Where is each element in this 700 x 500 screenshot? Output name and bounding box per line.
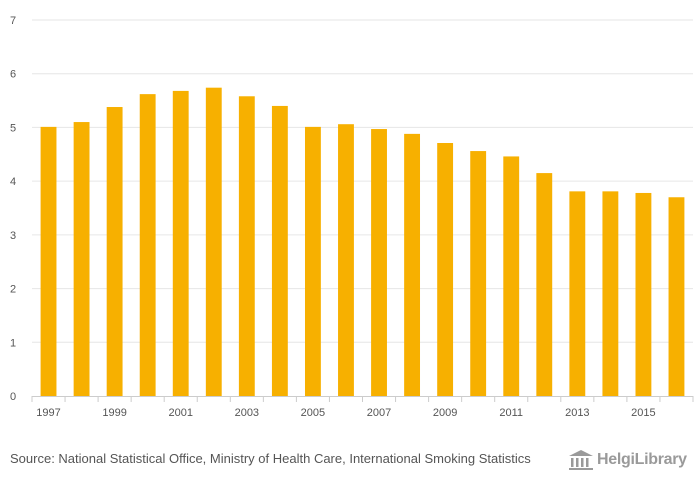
x-axis-tick-labels: 1997 1999 2001 2003 2005 2007 2009 2011 2013 2015 (36, 407, 655, 419)
source-note: Source: National Statistical Office, Min… (10, 451, 531, 466)
bar (503, 156, 520, 396)
bar (271, 105, 288, 396)
bar-chart: 0 1 2 3 4 5 6 7 1997 1999 2001 2003 2005 2007 2009 201… (10, 15, 694, 419)
bar (40, 126, 57, 397)
bar (536, 173, 553, 396)
bar (602, 191, 619, 396)
x-axis (31, 396, 694, 402)
y-tick-label: 6 (10, 69, 16, 81)
y-tick-label: 0 (10, 391, 16, 403)
bar (139, 94, 156, 396)
bar (338, 124, 354, 396)
y-tick-label: 5 (10, 122, 16, 134)
x-tick-label: 2003 (235, 407, 259, 419)
x-tick-label: 2007 (367, 407, 391, 419)
y-tick-label: 4 (10, 176, 16, 188)
bar (404, 133, 421, 397)
x-tick-label: 2015 (631, 407, 655, 419)
logo-text: HelgiLibrary (597, 451, 687, 468)
bar (304, 126, 321, 397)
bar (470, 151, 487, 396)
x-tick-label: 2001 (168, 407, 192, 419)
bar (668, 197, 685, 396)
grid-lines (32, 19, 693, 343)
bar (635, 192, 652, 396)
y-tick-label: 3 (10, 230, 16, 242)
bar (569, 191, 586, 396)
x-tick-label: 1999 (102, 407, 126, 419)
bar (106, 107, 123, 396)
bar (238, 96, 255, 396)
y-tick-label: 1 (10, 337, 16, 349)
x-tick-label: 2011 (499, 407, 523, 419)
bar (371, 129, 387, 397)
bar (437, 143, 454, 396)
x-tick-label: 1997 (36, 407, 60, 419)
x-tick-label: 2013 (565, 407, 589, 419)
y-axis-tick-labels: 0 1 2 3 4 5 6 7 (10, 15, 16, 403)
x-tick-label: 2009 (433, 407, 457, 419)
y-tick-label: 2 (10, 284, 16, 296)
y-tick-label: 7 (10, 15, 16, 27)
library-building-icon (569, 450, 593, 470)
bar (205, 87, 222, 397)
bar (172, 90, 189, 396)
x-tick-label: 2005 (301, 407, 325, 419)
bar (73, 122, 90, 397)
bars (40, 87, 685, 397)
helgilibrary-logo: HelgiLibrary (568, 448, 692, 472)
